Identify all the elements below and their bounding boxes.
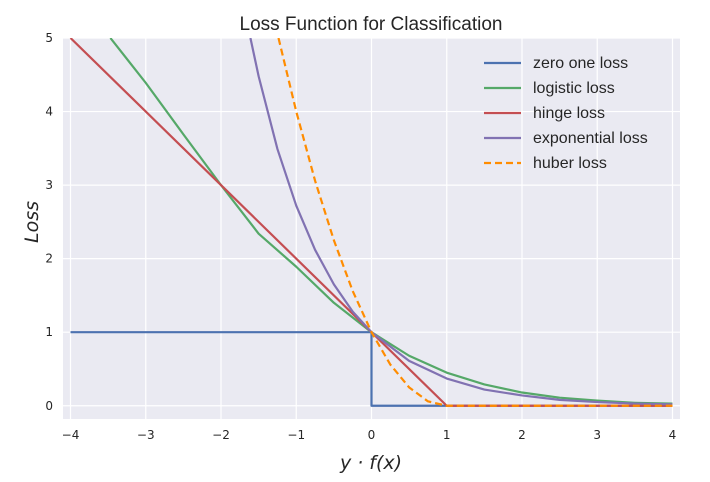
tick-labels: −4 −3 −2 −1 0 1 2 3 4 0 1 2 3 4 5: [45, 31, 676, 442]
y-tick-label: 0: [45, 399, 53, 413]
y-tick-label: 3: [45, 178, 53, 192]
x-tick-label: 0: [368, 428, 376, 442]
legend-label-exponential-loss: exponential loss: [533, 130, 648, 147]
x-tick-label: −4: [62, 428, 80, 442]
x-tick-label: −1: [287, 428, 305, 442]
y-tick-label: 2: [45, 252, 53, 266]
chart-title: Loss Function for Classification: [240, 14, 503, 35]
x-tick-label: −3: [137, 428, 155, 442]
x-tick-label: 3: [593, 428, 601, 442]
x-axis-label: y · f(x): [339, 452, 402, 474]
x-tick-label: 2: [518, 428, 526, 442]
huber-loss-line: [277, 38, 673, 407]
y-axis-label: Loss: [21, 201, 43, 243]
legend: zero one loss logistic loss hinge loss expo…: [484, 55, 648, 172]
legend-label-huber-loss: huber loss: [533, 155, 607, 172]
y-tick-label: 5: [45, 31, 53, 45]
y-tick-label: 1: [45, 325, 53, 339]
x-tick-label: 1: [443, 428, 451, 442]
legend-label-logistic-loss: logistic loss: [533, 80, 615, 97]
x-tick-label: 4: [669, 428, 677, 442]
exponential-loss-line: [249, 38, 673, 406]
legend-label-hinge-loss: hinge loss: [533, 105, 605, 122]
x-tick-label: −2: [212, 428, 230, 442]
y-tick-label: 4: [45, 105, 53, 119]
legend-label-zero-one-loss: zero one loss: [533, 55, 628, 72]
series-lines: [69, 38, 673, 407]
logistic-loss-line: [109, 38, 673, 405]
